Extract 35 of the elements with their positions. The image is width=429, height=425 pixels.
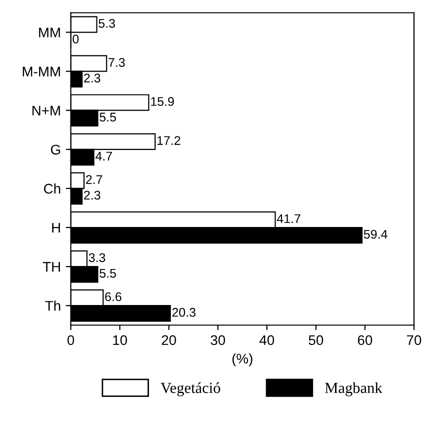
x-tick-label: 30: [210, 335, 226, 346]
data-label: 5.3: [98, 18, 115, 28]
data-label: 7.3: [108, 58, 125, 67]
legend-label: Magbank: [325, 382, 382, 396]
data-label: 3.3: [88, 253, 106, 262]
y-tick-label: M-MM: [22, 66, 60, 76]
data-label: 20.3: [172, 308, 196, 317]
y-tick-label: TH: [42, 262, 60, 272]
y-tick-label: Th: [45, 300, 60, 311]
data-label: 0: [72, 34, 79, 44]
x-tick-label: 0: [67, 335, 74, 346]
y-tick-label: G: [50, 144, 60, 155]
y-tick-label: N+M: [32, 106, 60, 116]
x-tick-label: 10: [113, 335, 127, 346]
x-axis-title: (%): [232, 353, 252, 366]
data-label: 6.6: [105, 292, 122, 302]
x-tick-label: 60: [358, 335, 372, 346]
data-label: 2.3: [84, 190, 100, 200]
data-label: 17.2: [157, 136, 180, 145]
data-label: 2.7: [86, 175, 102, 184]
data-label: 5.5: [100, 268, 116, 278]
x-tick-label: 50: [308, 335, 324, 346]
y-tick-label: H: [52, 222, 60, 233]
legend-label: Vegetáció: [160, 382, 220, 396]
data-label: 4.7: [96, 152, 112, 160]
x-tick-label: 40: [259, 335, 274, 346]
x-tick-label: 20: [162, 335, 176, 346]
y-tick-label: MM: [39, 28, 60, 38]
data-label: 15.9: [151, 97, 174, 106]
data-label: 41.7: [276, 214, 300, 223]
data-label: 2.3: [84, 74, 100, 82]
data-label: 59.4: [364, 230, 388, 239]
x-tick-label: 70: [406, 335, 422, 346]
data-label: 5.5: [100, 112, 116, 122]
y-tick-label: Ch: [44, 183, 60, 194]
